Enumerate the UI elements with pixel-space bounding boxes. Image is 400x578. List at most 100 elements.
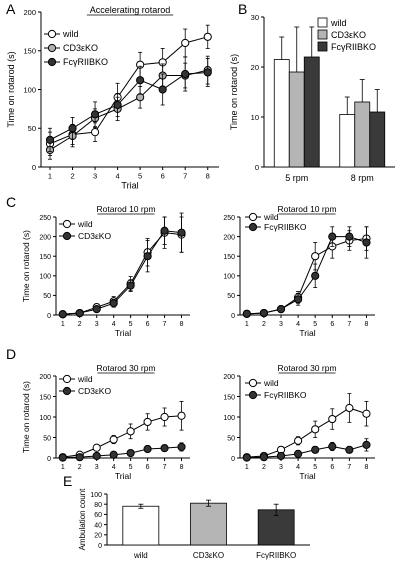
data-point xyxy=(90,128,100,137)
legend-entry: FcγRIIBKO xyxy=(245,390,307,400)
data-point xyxy=(294,295,303,304)
data-point xyxy=(75,308,84,318)
legend-entry: FcγRIIBKO xyxy=(44,57,108,67)
x-tick-label: 8 xyxy=(180,464,184,471)
x-tick-label: 8 rpm xyxy=(351,173,374,183)
data-point xyxy=(143,252,152,261)
x-tick-label: 1 xyxy=(245,321,249,328)
x-tick-label: 3 xyxy=(93,172,97,181)
series-black xyxy=(45,56,212,152)
series-open xyxy=(242,226,371,318)
series-line xyxy=(62,230,182,315)
data-point xyxy=(160,444,169,453)
x-tick-label: 7 xyxy=(163,464,167,471)
legend-label: FcγRIIBKO xyxy=(63,57,108,67)
panel-letter: A xyxy=(6,1,16,17)
x-tick-label: 7 xyxy=(347,321,351,328)
data-point xyxy=(259,308,269,318)
data-point xyxy=(181,38,190,48)
y-tick-label: 150 xyxy=(223,254,235,261)
x-tick-label: 6 xyxy=(146,321,150,328)
y-axis-label: Time on rotarod (s) xyxy=(21,381,31,453)
x-tick-label: 5 rpm xyxy=(285,173,308,183)
data-point xyxy=(242,453,251,462)
y-tick-label: 150 xyxy=(39,394,51,401)
panel-C2: 0 50 100 150 200 250 1 2 3 4 5 6 7 8 Trial Rotarod 10 r… xyxy=(223,204,375,338)
bar xyxy=(354,101,371,168)
x-tick-label: 4 xyxy=(296,464,300,471)
x-tick-label: 7 xyxy=(163,321,167,328)
y-tick-label: 200 xyxy=(223,234,235,241)
legend-label: FcγRIIBKO xyxy=(264,222,307,232)
legend-marker xyxy=(248,212,258,222)
data-point xyxy=(311,425,320,434)
legend-entry: CD3εKO xyxy=(44,43,98,53)
legend-label: CD3εKO xyxy=(78,231,111,241)
data-point xyxy=(109,450,118,459)
data-point xyxy=(136,76,145,85)
legend-entry: FcγRIIBKO xyxy=(245,222,307,232)
series-black xyxy=(242,226,371,318)
series-line xyxy=(62,232,182,315)
x-tick-label: 8 xyxy=(365,464,369,471)
data-point xyxy=(92,443,101,452)
legend-entry: wild xyxy=(44,29,79,39)
x-tick-label: 1 xyxy=(48,172,52,181)
data-point xyxy=(311,445,320,454)
panel-letter: D xyxy=(6,346,16,362)
data-point xyxy=(294,449,303,458)
legend-label: wild xyxy=(62,29,79,39)
y-tick-label: 250 xyxy=(39,215,51,222)
legend-entry: CD3εKO xyxy=(317,29,366,40)
x-axis-label: Trial xyxy=(121,181,138,191)
data-point xyxy=(109,299,118,308)
y-axis-label: Time on rotarod (s) xyxy=(6,51,16,127)
bar xyxy=(273,59,290,168)
chart-title: Rotarod 30 rpm xyxy=(96,363,155,373)
y-tick-label: 0 xyxy=(255,163,259,172)
data-point xyxy=(136,93,145,102)
legend-label: CD3εKO xyxy=(331,30,366,40)
panel-A: 0 50 100 150 200 Time on rotarod (s) 1 2 3 4 5 6 7 8 T… xyxy=(6,5,219,191)
x-tick-label: 8 xyxy=(206,172,210,181)
data-point xyxy=(328,232,337,241)
y-tick-label: 150 xyxy=(39,254,51,261)
data-point xyxy=(345,232,354,241)
data-point xyxy=(276,451,286,461)
x-tick-label: FcγRIIBKO xyxy=(256,551,296,560)
y-tick-label: 150 xyxy=(223,394,235,401)
x-tick-label: 6 xyxy=(330,321,334,328)
data-point xyxy=(362,440,371,449)
data-point xyxy=(294,436,303,445)
series-black xyxy=(58,212,186,319)
data-point xyxy=(113,100,122,110)
data-point xyxy=(345,445,354,454)
y-tick-label: 200 xyxy=(223,374,235,381)
legend-marker xyxy=(47,57,57,67)
y-tick-label: 40 xyxy=(94,522,102,529)
series-line xyxy=(246,236,367,315)
y-tick-label: 100 xyxy=(39,274,51,281)
data-point xyxy=(90,110,100,119)
y-tick-label: 20 xyxy=(94,533,102,540)
data-point xyxy=(203,32,212,41)
legend-label: wild xyxy=(77,219,93,229)
y-tick-label: 150 xyxy=(23,47,36,56)
data-point xyxy=(311,252,320,261)
data-point xyxy=(158,85,167,94)
data-point xyxy=(160,226,169,235)
legend-label: FcγRIIBKO xyxy=(331,42,376,52)
legend-label: CD3εKO xyxy=(78,386,111,396)
legend-label: wild xyxy=(330,18,347,28)
legend-marker xyxy=(248,222,258,232)
y-tick-label: 0 xyxy=(47,456,51,463)
data-point xyxy=(177,228,186,237)
y-axis-label: Ambulation count xyxy=(78,488,87,551)
y-tick-label: 0 xyxy=(32,163,36,172)
y-tick-label: 200 xyxy=(39,374,51,381)
y-tick-label: 50 xyxy=(28,124,36,133)
data-point xyxy=(276,305,286,314)
legend-marker xyxy=(62,231,72,241)
